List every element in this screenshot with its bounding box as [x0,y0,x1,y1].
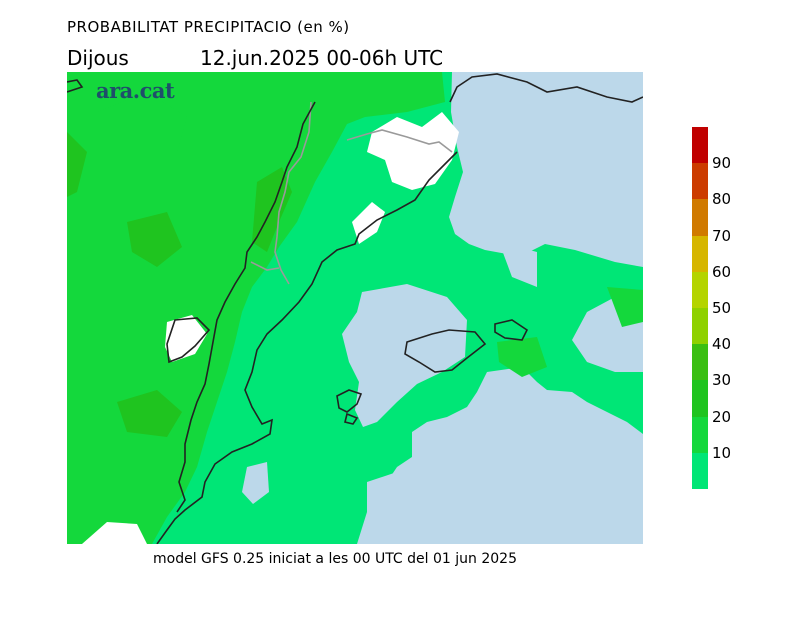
forecast-day: Dijous [67,46,129,70]
coastline [156,151,458,544]
model-info: model GFS 0.25 iniciat a les 00 UTC del … [153,551,517,567]
sea-low-probability [449,72,643,267]
sea-low-probability [499,242,537,287]
legend-swatch [692,163,708,200]
coastline [336,389,363,413]
field-30-40 [67,132,87,197]
sea-low-probability [342,284,467,427]
map-title: PROBABILITAT PRECIPITACIO (en %) [67,18,350,36]
no-precipitation-area [82,522,147,544]
field-30-40 [117,390,182,437]
sea-low-probability [367,472,407,522]
field-30-40 [127,212,182,267]
field-20-30 [97,92,187,157]
legend-swatch [692,344,708,381]
field-20-30 [497,337,547,377]
legend-swatch-top [692,127,708,164]
forecast-date: 12.jun.2025 00-06h UTC [200,46,444,70]
coastline [67,79,84,93]
legend-label: 60 [712,262,732,281]
coastline [344,412,359,425]
field-20-30 [607,287,643,327]
coastline [404,329,487,373]
sea-low-probability [502,424,547,464]
legend-label: 30 [712,371,732,390]
legend-label: 50 [712,299,732,317]
sea-low-probability [242,462,269,504]
legend-swatch [692,416,708,453]
coastline [166,317,211,364]
region-border [346,129,453,153]
legend-label: 90 [712,154,732,173]
legend-label: 10 [712,443,732,462]
sea-low-probability [357,292,643,544]
legend-label: 70 [712,226,732,245]
country-border [176,101,316,513]
legend-swatch [692,271,708,308]
legend-swatch [692,199,708,236]
logo: ara.cat [96,78,175,103]
legend-label: 20 [712,407,732,426]
coastline [494,319,529,341]
precipitation-map [67,72,643,544]
legend-swatch [692,235,708,272]
legend-label: 80 [712,190,732,209]
legend-swatch [692,308,708,345]
region-border [250,261,280,271]
no-precipitation-area [165,315,207,362]
coastline [449,73,643,103]
legend-swatch [692,452,708,489]
legend-swatch [692,380,708,417]
region-border [274,101,312,285]
legend-label: 40 [712,335,732,354]
